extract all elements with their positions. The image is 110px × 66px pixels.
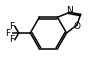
Text: F: F xyxy=(9,22,14,31)
Text: N: N xyxy=(66,6,73,15)
Text: F: F xyxy=(5,29,10,37)
Text: F: F xyxy=(9,35,14,44)
Text: O: O xyxy=(73,22,80,31)
